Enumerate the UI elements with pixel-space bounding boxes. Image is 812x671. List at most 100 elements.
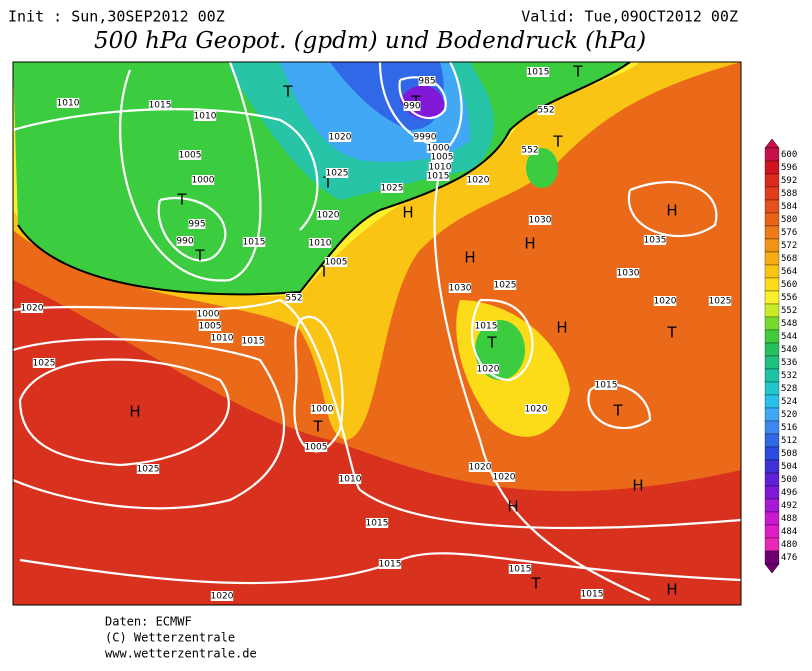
pressure-center: H [556, 319, 567, 337]
label-bg [56, 98, 80, 108]
colorbar-label: 496 [781, 488, 797, 498]
isobar-label: 1000 [427, 144, 450, 154]
colorbar-label: 520 [781, 410, 797, 420]
colorbar-label: 548 [781, 319, 797, 329]
isobar-label: 1015 [379, 560, 402, 570]
colorbar-swatch [764, 524, 780, 539]
colorbar-swatch [764, 277, 780, 292]
isobar-label: 1005 [305, 443, 328, 453]
label-bg [328, 132, 352, 142]
colorbar-swatch [764, 368, 780, 383]
colorbar-swatch [764, 147, 780, 162]
colorbar-swatch [764, 342, 780, 357]
label-bg [198, 321, 222, 331]
copyright: (C) Wetterzentrale [105, 631, 235, 645]
isobar-label: 1015 [509, 565, 532, 575]
isobar-label: 1025 [494, 281, 517, 291]
map-title: 500 hPa Geopot. (gpdm) und Bodendruck (h… [94, 28, 646, 54]
label-bg [178, 150, 202, 160]
label-bg [492, 472, 516, 482]
label-bg [310, 404, 334, 414]
isobar-label: 9990 [414, 133, 437, 143]
colorbar-label: 556 [781, 293, 797, 303]
pressure-center: T [312, 418, 323, 436]
colorbar-label: 540 [781, 345, 797, 355]
isobar-label: 1020 [467, 176, 490, 186]
label-bg [191, 175, 215, 185]
colorbar-swatch [764, 355, 780, 370]
isobar-label: 1015 [427, 172, 450, 182]
colorbar-swatch [764, 446, 780, 461]
pressure-center: T [194, 247, 205, 265]
colorbar-label: 524 [781, 397, 797, 407]
colorbar-swatch [764, 316, 780, 331]
isobar-label: 1000 [192, 176, 215, 186]
isobar-label: 1015 [366, 519, 389, 529]
isobar-label: 1000 [311, 405, 334, 415]
isobar-label: 1010 [211, 334, 234, 344]
pressure-center: T [530, 575, 541, 593]
colorbar-swatch [764, 264, 780, 279]
colorbar-label: 584 [781, 202, 797, 212]
pressure-center: H [507, 498, 518, 516]
colorbar-label: 504 [781, 462, 797, 472]
label-bg [537, 105, 555, 115]
label-bg [653, 296, 677, 306]
label-bg [378, 559, 402, 569]
isobar-label: 1005 [179, 151, 202, 161]
label-bg [210, 333, 234, 343]
isobar-label: 1015 [581, 590, 604, 600]
colorbar-label: 532 [781, 371, 797, 381]
label-bg [426, 143, 450, 153]
colorbar-label: 500 [781, 475, 797, 485]
pressure-center: H [464, 249, 475, 267]
isobar-label: 1015 [149, 101, 172, 111]
map-frame [12, 61, 742, 606]
map-field: HHHHHHHHHTTTTTTTTTTTTT101510101015101010… [13, 62, 741, 605]
isobar-label: 1035 [644, 236, 667, 246]
isobar-label: 552 [285, 294, 302, 304]
colorbar-swatch [764, 407, 780, 422]
colorbar-label: 476 [781, 553, 797, 563]
colorbar-label: 528 [781, 384, 797, 394]
label-bg [188, 219, 206, 229]
label-bg [418, 76, 436, 86]
pressure-center: H [632, 477, 643, 495]
isobar-label: 1010 [194, 112, 217, 122]
label-bg [196, 309, 220, 319]
colorbar-swatch [764, 173, 780, 188]
colorbar-swatch [764, 472, 780, 487]
label-bg [594, 380, 618, 390]
isobar-label: 1000 [197, 310, 220, 320]
label-bg [285, 293, 303, 303]
label-bg [148, 100, 172, 110]
colorbar-label: 544 [781, 332, 797, 342]
colorbar-swatch [764, 537, 780, 552]
isobar-label: 1010 [309, 239, 332, 249]
label-bg [32, 358, 56, 368]
pressure-center: T [318, 263, 329, 281]
isobar-label: 1010 [339, 475, 362, 485]
label-bg [176, 236, 194, 246]
isobar-label: 1020 [317, 211, 340, 221]
colorbar-label: 572 [781, 241, 797, 251]
isobar-label: 1025 [137, 465, 160, 475]
colorbar-cap [764, 563, 780, 574]
label-bg [325, 168, 349, 178]
label-bg [426, 171, 450, 181]
label-bg [708, 296, 732, 306]
label-bg [643, 235, 667, 245]
isobar-label: 1005 [199, 322, 222, 332]
label-bg [526, 67, 550, 77]
isobar-label: 1015 [243, 238, 266, 248]
label-bg [242, 237, 266, 247]
colorbar-swatch [764, 498, 780, 513]
label-bg [308, 238, 332, 248]
isobar-label: 1010 [429, 163, 452, 173]
label-bg [466, 175, 490, 185]
pressure-center: T [322, 174, 333, 192]
colorbar-label: 484 [781, 527, 797, 537]
label-bg [304, 442, 328, 452]
colorbar-swatch [764, 251, 780, 266]
